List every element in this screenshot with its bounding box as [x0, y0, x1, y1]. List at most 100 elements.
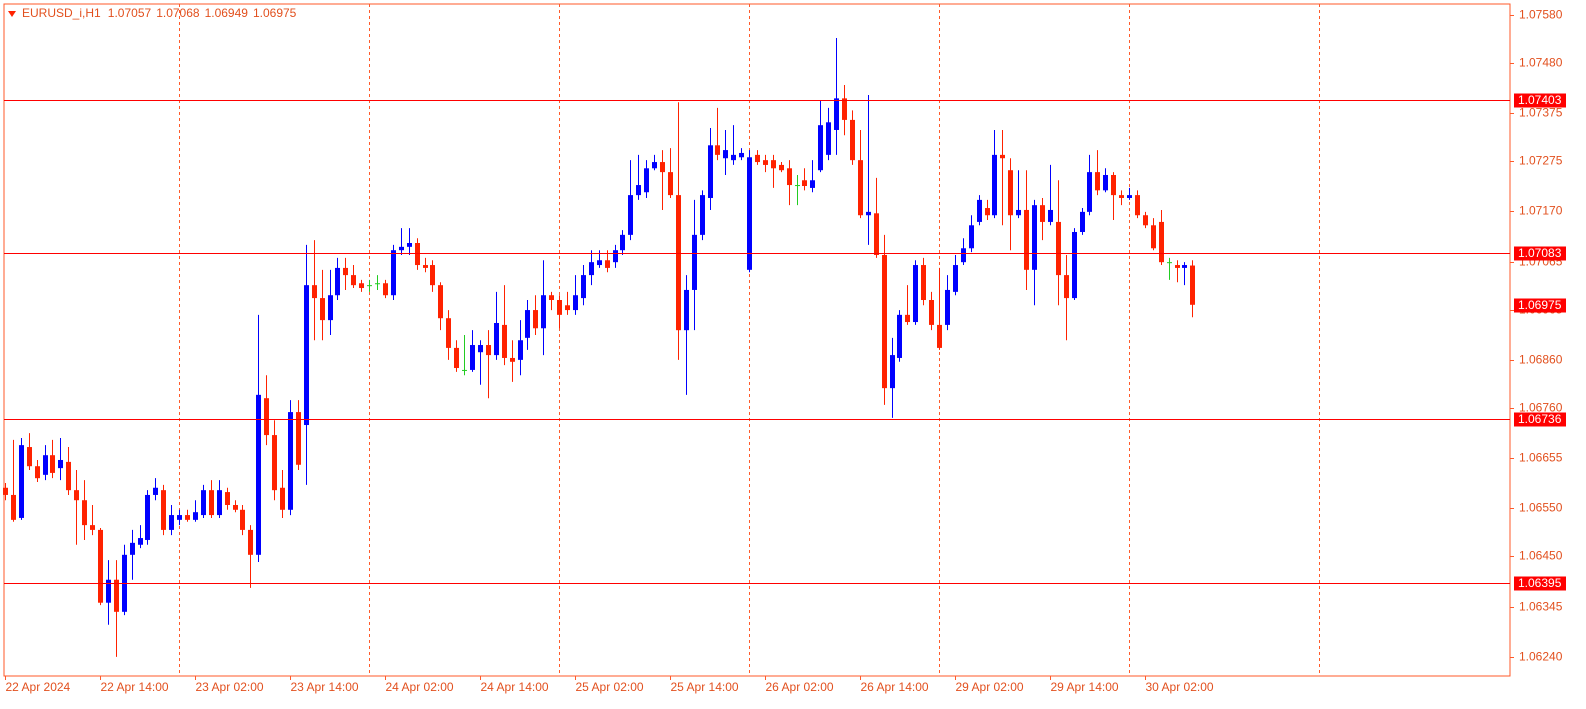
candle-body — [161, 490, 166, 530]
level-badge — [1514, 576, 1566, 591]
candle-body — [1048, 209, 1053, 222]
candle-body — [367, 285, 372, 287]
y-tick-label: 1.06760 — [1519, 401, 1563, 415]
header-text: EURUSD_i,H1 1.07057 1.07068 1.06949 1.06975 — [22, 6, 297, 20]
candle-body — [802, 180, 807, 187]
candle-body — [573, 295, 578, 311]
candle-body — [430, 265, 435, 286]
candle-body — [525, 310, 530, 338]
candle-body — [929, 300, 934, 325]
x-tick-label: 25 Apr 14:00 — [671, 680, 739, 694]
plot-frame — [3, 3, 1511, 677]
candle-body — [977, 199, 982, 222]
candle-body — [692, 234, 697, 290]
candle-body — [890, 355, 895, 389]
candle-body — [779, 164, 784, 171]
menu-triangle[interactable] — [8, 11, 16, 17]
candle-body — [185, 515, 190, 520]
candle-body — [1040, 205, 1045, 222]
candle-body — [399, 246, 404, 251]
candle-body — [478, 345, 483, 353]
candle-body — [169, 515, 174, 530]
x-tick-label: 22 Apr 14:00 — [101, 680, 169, 694]
candle-body — [921, 265, 926, 301]
x-tick-label: 26 Apr 14:00 — [861, 680, 929, 694]
candle-body — [1167, 262, 1172, 264]
candle-body — [992, 154, 997, 216]
y-tick-label: 1.06860 — [1519, 353, 1563, 367]
x-tick-label: 24 Apr 14:00 — [481, 680, 549, 694]
candle-body — [581, 275, 586, 299]
candle-body — [897, 314, 902, 358]
open: 1.07057 — [108, 6, 152, 20]
candle-body — [1143, 215, 1148, 226]
candle-body — [1119, 195, 1124, 198]
candle-body — [50, 455, 55, 473]
candle-body — [549, 295, 554, 301]
y-tick-label: 1.07275 — [1519, 154, 1563, 168]
candle-body — [668, 172, 673, 196]
high: 1.07068 — [156, 6, 200, 20]
candle-body — [787, 168, 792, 186]
x-tick-label: 25 Apr 02:00 — [576, 680, 644, 694]
candle-body — [795, 185, 800, 187]
candle-body — [19, 445, 24, 518]
x-tick-label: 29 Apr 02:00 — [956, 680, 1024, 694]
candle-body — [858, 160, 863, 216]
candle-body — [391, 250, 396, 296]
candle-body — [1103, 174, 1108, 191]
y-tick-label: 1.06550 — [1519, 501, 1563, 515]
candle-body — [106, 579, 111, 603]
candle-body — [1056, 221, 1061, 276]
candle-body — [272, 435, 277, 491]
candle-body — [1008, 170, 1013, 216]
candle-body — [755, 154, 760, 163]
candle-body — [874, 213, 879, 255]
candle-body — [359, 283, 364, 289]
symbol: EURUSD_i,H1 — [22, 6, 101, 20]
current-price-label: 1.06975 — [1518, 298, 1562, 312]
x-tick-label: 30 Apr 02:00 — [1146, 680, 1214, 694]
y-tick-label: 1.07480 — [1519, 56, 1563, 70]
x-tick-label: 22 Apr 2024 — [6, 680, 71, 694]
level-label: 1.06395 — [1518, 576, 1562, 590]
candle-body — [620, 234, 625, 251]
candle-body — [644, 168, 649, 193]
candle-body — [510, 357, 515, 362]
candle-body — [58, 459, 63, 469]
close: 1.06975 — [253, 6, 297, 20]
candle-body — [280, 487, 285, 510]
candle-body — [98, 529, 103, 603]
candle-body — [541, 295, 546, 329]
y-tick-label: 1.06655 — [1519, 451, 1563, 465]
candle-body — [810, 180, 815, 188]
candle-body — [636, 185, 641, 196]
candle-body — [130, 542, 135, 555]
candle-body — [850, 119, 855, 161]
candle-body — [1000, 154, 1005, 159]
candle-body — [771, 160, 776, 169]
candle-body — [945, 289, 950, 325]
candle-body — [613, 250, 618, 263]
candle-body — [715, 145, 720, 155]
candle-body — [1111, 174, 1116, 196]
candle-body — [1159, 221, 1164, 263]
candle-body — [225, 492, 230, 506]
y-tick-label: 1.06450 — [1519, 549, 1563, 563]
y-tick-label: 1.07170 — [1519, 204, 1563, 218]
candle-body — [1190, 265, 1195, 305]
y-tick-label: 1.06345 — [1519, 600, 1563, 614]
level-badge — [1514, 412, 1566, 427]
candle-body — [1087, 172, 1092, 212]
candle-body — [201, 490, 206, 516]
candle-body — [217, 490, 222, 516]
candle-body — [969, 225, 974, 249]
candle-body — [486, 345, 491, 356]
x-tick-label: 26 Apr 02:00 — [766, 680, 834, 694]
current-price-badge — [1514, 298, 1566, 313]
candle-body — [177, 515, 182, 520]
level-badge — [1514, 246, 1566, 261]
candle-body — [407, 243, 412, 247]
